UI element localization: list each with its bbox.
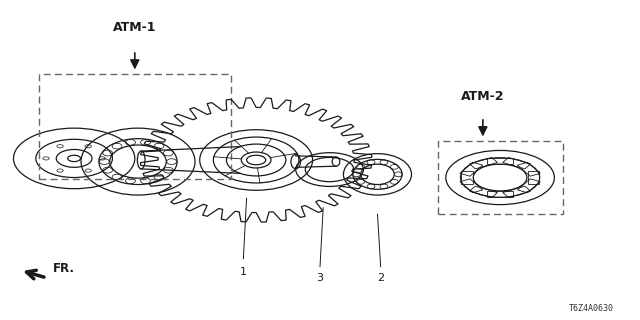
Text: T6Z4A0630: T6Z4A0630 — [569, 304, 614, 313]
Text: 2: 2 — [377, 273, 384, 283]
Text: FR.: FR. — [53, 262, 75, 275]
Text: ATM-1: ATM-1 — [113, 21, 157, 34]
Text: 3: 3 — [317, 273, 323, 283]
Text: ATM-2: ATM-2 — [461, 90, 504, 103]
Text: 1: 1 — [240, 267, 247, 277]
